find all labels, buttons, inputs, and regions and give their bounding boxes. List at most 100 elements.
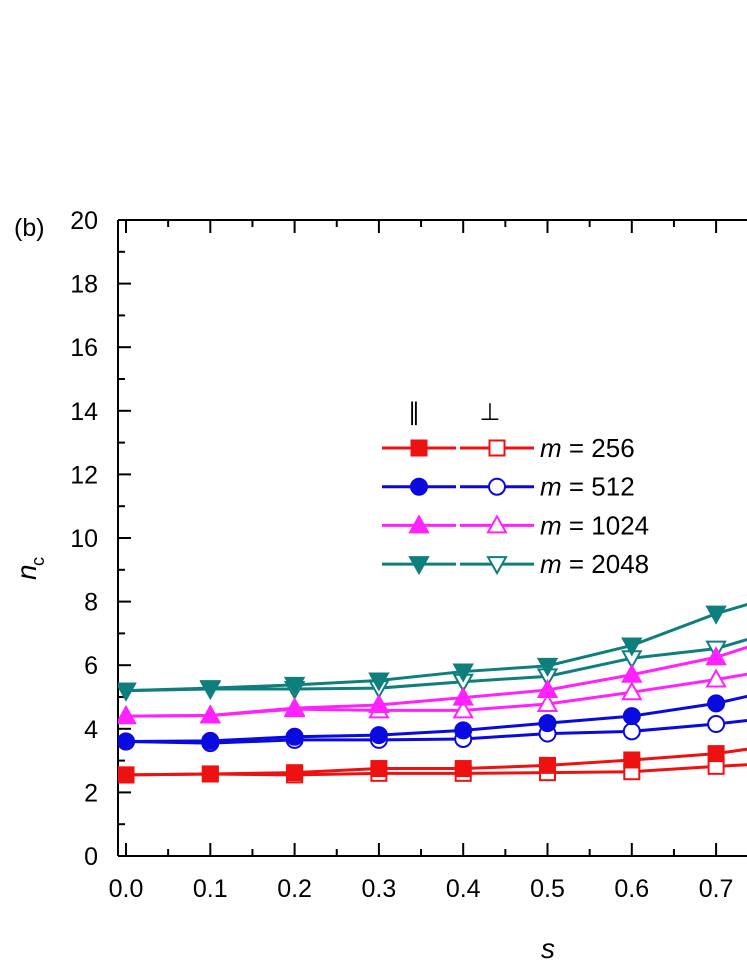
legend-entry: m = 2048 [382,549,649,579]
data-point [536,678,559,699]
legend-label-symbol: m [540,549,562,579]
legend-header-parallel: ∥ [408,398,420,426]
data-point [370,760,388,778]
x-tick-label: 0.7 [699,875,734,903]
legend-label-value: = 2048 [562,549,649,579]
data-point [622,707,641,726]
legend-label: m = 256 [540,433,635,463]
data-point [707,745,725,763]
x-tick-label: 0.3 [362,875,397,903]
legend-label-symbol: m [540,510,562,540]
data-point [118,682,137,702]
series-512-parallel [118,694,747,751]
series-line [125,719,747,745]
series-layer [118,603,747,784]
data-point [707,715,726,734]
y-tick-label: 0 [84,843,98,871]
legend-label-symbol: m [540,433,562,463]
legend-marker-perpendicular [486,514,508,534]
x-tick-label: 0.0 [109,875,144,903]
data-point [285,727,304,746]
x-tick-label: 0.5 [530,875,565,903]
data-point [621,637,643,657]
data-point [201,765,219,783]
legend-label-value: = 256 [562,433,635,463]
y-tick-label: 10 [70,525,98,553]
y-tick-label: 20 [70,207,98,235]
legend-marker-parallel [410,477,428,496]
data-point [454,721,473,740]
data-point [452,699,474,719]
legend-label: m = 1024 [540,510,649,540]
labels: 0.0 0.1 0.2 0.3 0.4 0.5 0.6 0.7 0 2 4 6 8 10 12 14 16 18 2… [11,207,733,964]
legend-marker-parallel [408,514,430,534]
legend-label: m = 512 [540,472,635,502]
legend-label-value: = 1024 [562,510,649,540]
legend-entry: m = 1024 [382,510,649,540]
legend-label: m = 2048 [540,549,649,579]
data-point [538,714,557,733]
x-tick-label: 0.6 [614,875,649,903]
legend-marker-perpendicular [488,439,506,457]
x-tick-label: 0.1 [193,875,228,903]
data-point [452,686,474,706]
data-point [452,663,474,683]
data-point [622,722,641,741]
y-tick-label: 18 [70,271,98,299]
data-point [621,681,643,701]
legend-entry: m = 512 [382,472,635,502]
y-tick-label: 4 [84,716,98,744]
series-line [125,603,747,693]
data-point [536,657,559,677]
legend-marker-perpendicular [488,477,506,496]
x-tick-label: 0.2 [277,875,312,903]
data-point [623,751,641,769]
data-point [454,760,472,778]
y-axis-title-subscript: c [28,557,48,566]
axes [117,219,747,857]
data-point [705,668,727,688]
data-point [283,676,306,696]
data-point [368,672,390,692]
data-point [283,697,306,717]
series-2048-parallel [118,603,747,702]
legend-marker-parallel [410,439,428,457]
legend-header-perpendicular: ⊥ [480,398,501,426]
legend-label-value: = 512 [562,472,635,502]
y-tick-label: 12 [70,461,98,489]
y-tick-label: 2 [84,779,98,807]
data-point [705,605,727,625]
y-tick-label: 14 [70,398,98,426]
series-1024-parallel [118,645,747,725]
data-point [707,694,726,713]
data-point [118,766,135,784]
x-tick-label: 0.4 [446,875,481,903]
panel-label: (b) [14,214,45,242]
legend-marker-parallel [408,556,430,576]
data-point [199,680,222,700]
y-axis-title: n [11,564,42,580]
data-point [199,704,222,724]
y-tick-label: 16 [70,334,98,362]
series-256-parallel [118,745,747,784]
x-axis-title: s [541,933,555,964]
data-point [621,663,643,683]
data-point [118,732,135,751]
data-point [369,726,388,745]
y-tick-label: 8 [84,589,98,617]
data-point [539,756,556,774]
data-point [201,731,220,750]
series-line [125,694,747,744]
y-tick-label: 6 [84,652,98,680]
data-point [705,646,727,666]
data-point [536,692,559,712]
data-point [118,705,137,725]
legend-label-symbol: m [540,472,562,502]
legend-marker-perpendicular [486,556,508,576]
data-point [286,764,304,782]
data-point [368,693,390,713]
series-line [125,672,747,718]
legend-entry: m = 256 [382,433,635,463]
